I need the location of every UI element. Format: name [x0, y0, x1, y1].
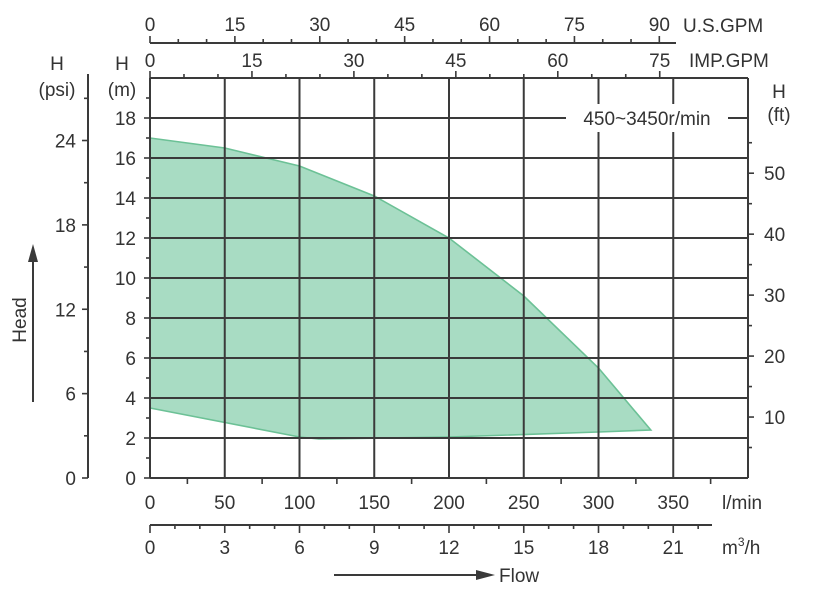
usgpm-tick-label-45: 45 [394, 15, 415, 36]
ft-tick-label-30: 30 [764, 286, 785, 307]
psi-tick-label-12: 12 [55, 300, 76, 321]
lmin-tick-label-300: 300 [583, 493, 615, 514]
m3h-tick-label-18: 18 [588, 538, 609, 559]
m3h-tick-label-9: 9 [369, 538, 380, 559]
annotation-speed: 450~3450r/min [583, 109, 710, 130]
ft-tick-label-10: 10 [764, 408, 785, 429]
lmin-tick-label-50: 50 [214, 493, 235, 514]
m-tick-label-0: 0 [125, 469, 136, 490]
m-tick-label-12: 12 [115, 229, 136, 250]
m-axis-label-unit: (m) [108, 80, 136, 101]
head-axis-title: Head [10, 297, 31, 342]
m3h-axis-unit: m3/h [722, 535, 760, 559]
m3h-tick-label-12: 12 [438, 538, 459, 559]
m-tick-label-6: 6 [125, 349, 136, 370]
impgpm-axis-unit: IMP.GPM [689, 51, 769, 72]
lmin-tick-label-250: 250 [508, 493, 540, 514]
lmin-tick-label-100: 100 [284, 493, 316, 514]
m-tick-label-2: 2 [125, 429, 136, 450]
m3h-tick-label-0: 0 [145, 538, 156, 559]
ft-axis-label-unit: (ft) [767, 105, 790, 126]
lmin-tick-label-350: 350 [657, 493, 689, 514]
impgpm-tick-label-60: 60 [547, 51, 568, 72]
psi-tick-label-18: 18 [55, 216, 76, 237]
m3h-tick-label-3: 3 [219, 538, 230, 559]
impgpm-tick-label-75: 75 [649, 51, 670, 72]
m-tick-label-16: 16 [115, 149, 136, 170]
usgpm-tick-label-90: 90 [649, 15, 670, 36]
impgpm-tick-label-30: 30 [343, 51, 364, 72]
psi-tick-label-24: 24 [55, 132, 77, 153]
impgpm-tick-label-0: 0 [145, 51, 156, 72]
head-arrow-icon [28, 244, 38, 262]
m-tick-label-10: 10 [115, 269, 136, 290]
usgpm-tick-label-60: 60 [479, 15, 500, 36]
ft-tick-label-50: 50 [764, 164, 785, 185]
m-tick-label-14: 14 [115, 189, 137, 210]
impgpm-tick-label-45: 45 [445, 51, 466, 72]
m3h-tick-label-15: 15 [513, 538, 534, 559]
usgpm-tick-label-30: 30 [309, 15, 330, 36]
psi-tick-label-0: 0 [65, 469, 76, 490]
m-tick-label-8: 8 [125, 309, 136, 330]
lmin-tick-label-200: 200 [433, 493, 465, 514]
psi-axis-label-top: H [50, 54, 64, 75]
m3h-tick-label-21: 21 [663, 538, 684, 559]
m-tick-label-18: 18 [115, 109, 136, 130]
usgpm-tick-label-0: 0 [145, 15, 156, 36]
lmin-tick-label-0: 0 [145, 493, 156, 514]
m3h-tick-label-6: 6 [294, 538, 305, 559]
annotation-backing [566, 104, 728, 132]
lmin-tick-label-150: 150 [358, 493, 390, 514]
m3h-unit-sup: 3 [738, 535, 745, 549]
ft-axis-label-top: H [772, 82, 786, 103]
psi-tick-label-6: 6 [65, 385, 76, 406]
m3h-unit-tail: /h [745, 538, 761, 559]
m3h-unit-base: m [722, 538, 738, 559]
m-tick-label-4: 4 [125, 389, 136, 410]
usgpm-tick-label-15: 15 [224, 15, 245, 36]
ft-tick-label-20: 20 [764, 347, 785, 368]
flow-axis-title: Flow [499, 566, 539, 587]
impgpm-tick-label-15: 15 [241, 51, 262, 72]
flow-arrow-icon [476, 570, 495, 580]
usgpm-tick-label-75: 75 [564, 15, 585, 36]
lmin-axis-unit: l/min [722, 493, 762, 514]
m-axis-label-top: H [115, 54, 129, 75]
ft-tick-label-40: 40 [764, 225, 785, 246]
usgpm-axis-unit: U.S.GPM [683, 16, 763, 37]
psi-axis-label-unit: (psi) [39, 80, 76, 101]
